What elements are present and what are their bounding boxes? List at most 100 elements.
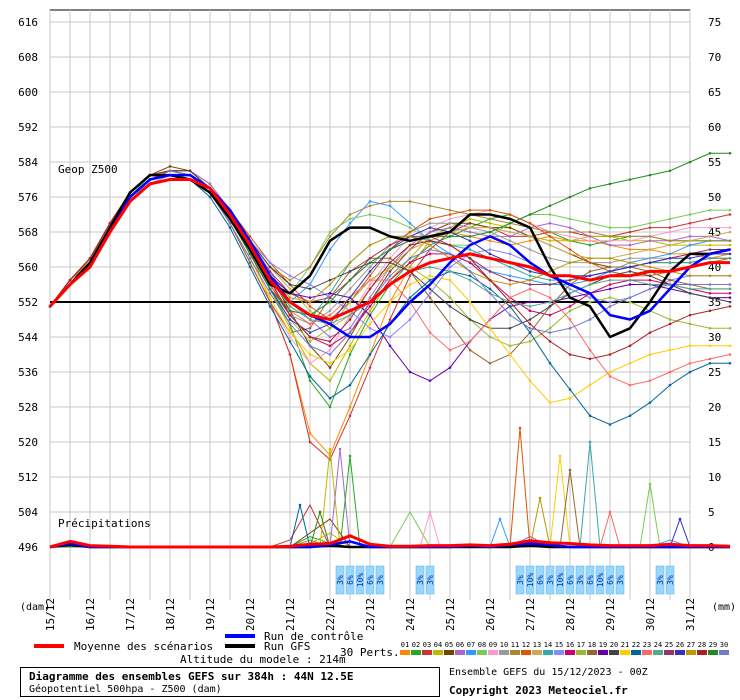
- pert-point-24: [428, 265, 432, 269]
- pert-point-27: [328, 283, 332, 286]
- pert-point-27: [428, 243, 432, 247]
- pert-point-07: [388, 204, 392, 208]
- member-id-11: 11: [511, 641, 519, 649]
- pert-point-15: [448, 265, 452, 269]
- pert-point-28: [728, 305, 732, 308]
- pert-point-29: [648, 173, 652, 177]
- pert-point-30: [548, 331, 552, 334]
- pert-point-02: [348, 353, 352, 356]
- pert-point-20: [288, 283, 292, 286]
- pert-point-27: [648, 265, 652, 269]
- pert-point-30: [728, 283, 732, 286]
- pert-point-29: [288, 309, 292, 313]
- left-tick-label: 496: [18, 541, 38, 554]
- right-tick-label: 75: [708, 16, 721, 29]
- pert-point-10: [368, 265, 372, 269]
- member-swatch-06: [455, 650, 465, 655]
- pert-point-27: [628, 261, 632, 264]
- pert-point-06: [368, 296, 372, 299]
- member-swatch-05: [444, 650, 454, 655]
- pert-point-13: [668, 243, 672, 247]
- pert-point-03: [368, 366, 372, 369]
- member-swatch-25: [664, 650, 674, 655]
- snow-marker: [655, 565, 665, 595]
- pert-point-16: [368, 305, 372, 308]
- member-id-03: 03: [423, 641, 431, 649]
- pert-point-13: [488, 226, 492, 229]
- pert-point-17: [728, 326, 732, 330]
- pert-point-29: [508, 221, 512, 225]
- pert-point-16: [548, 313, 552, 317]
- pert-point-11: [568, 230, 572, 234]
- pert-point-17: [308, 340, 312, 343]
- pert-point-09: [608, 239, 612, 243]
- pert-point-26: [348, 296, 352, 299]
- pert-point-15: [308, 283, 312, 286]
- pert-point-20: [268, 265, 272, 269]
- pert-point-01: [528, 239, 532, 243]
- pert-point-23: [528, 287, 532, 291]
- pert-point-04: [348, 344, 352, 348]
- pert-point-14: [688, 261, 692, 264]
- pert-point-17: [508, 344, 512, 348]
- pert-point-22: [528, 331, 532, 334]
- pert-point-20: [688, 291, 692, 295]
- pert-point-01: [628, 248, 632, 251]
- x-tick-label: 26/12: [484, 598, 497, 631]
- snow-pct: 10%: [596, 573, 605, 588]
- precip-spike-point-26: [678, 517, 682, 521]
- pert-point-06: [468, 230, 472, 234]
- right-tick-label: 60: [708, 121, 721, 134]
- mean-precip-line: [49, 534, 731, 549]
- pert-point-04: [288, 326, 292, 330]
- pert-point-29: [268, 287, 272, 291]
- right-tick-label: 15: [708, 436, 721, 449]
- pert-point-30: [508, 313, 512, 317]
- snow-marker: [345, 565, 355, 595]
- altitude-label: Altitude du modele : 214m: [180, 653, 346, 665]
- member-id-13: 13: [533, 641, 541, 649]
- pert-point-11: [368, 204, 372, 208]
- pert-point-09: [308, 361, 312, 365]
- pert-point-07: [508, 274, 512, 278]
- x-tick-label: 21/12: [284, 598, 297, 631]
- member-swatch-27: [686, 650, 696, 655]
- pert-point-30: [488, 291, 492, 295]
- pert-point-24: [348, 313, 352, 317]
- pert-point-17: [668, 318, 672, 321]
- member-id-08: 08: [478, 641, 486, 649]
- snow-marker: [575, 565, 585, 595]
- member-id-17: 17: [577, 641, 585, 649]
- pert-point-12: [408, 230, 412, 234]
- pert-point-28: [328, 340, 332, 343]
- pert-point-22: [248, 265, 252, 269]
- pert-point-21: [648, 353, 652, 356]
- pert-point-11: [668, 239, 672, 243]
- member-id-04: 04: [434, 641, 442, 649]
- pert-point-11: [328, 235, 332, 238]
- pert-point-28: [68, 278, 72, 282]
- pert-point-28: [468, 256, 472, 260]
- member-id-10: 10: [500, 641, 508, 649]
- x-tick-label: 24/12: [404, 598, 417, 631]
- pert-point-28: [108, 221, 112, 225]
- pert-point-28: [668, 322, 672, 326]
- pert-point-15: [388, 335, 392, 339]
- pert-point-09: [448, 217, 452, 221]
- pert-point-21: [688, 344, 692, 348]
- pert-point-15: [368, 326, 372, 330]
- pert-point-13: [468, 226, 472, 229]
- pert-point-22: [608, 423, 612, 426]
- pert-point-16: [568, 305, 572, 308]
- pert-point-10: [548, 256, 552, 260]
- x-tick-label: 30/12: [644, 598, 657, 631]
- pert-point-16: [608, 283, 612, 286]
- pert-point-19: [408, 370, 412, 374]
- pert-point-22: [308, 375, 312, 378]
- pert-point-19: [628, 283, 632, 286]
- pert-point-22: [548, 361, 552, 365]
- pert-point-15: [408, 318, 412, 321]
- pert-point-29: [708, 151, 712, 155]
- member-id-05: 05: [445, 641, 453, 649]
- member-swatch-01: [400, 650, 410, 655]
